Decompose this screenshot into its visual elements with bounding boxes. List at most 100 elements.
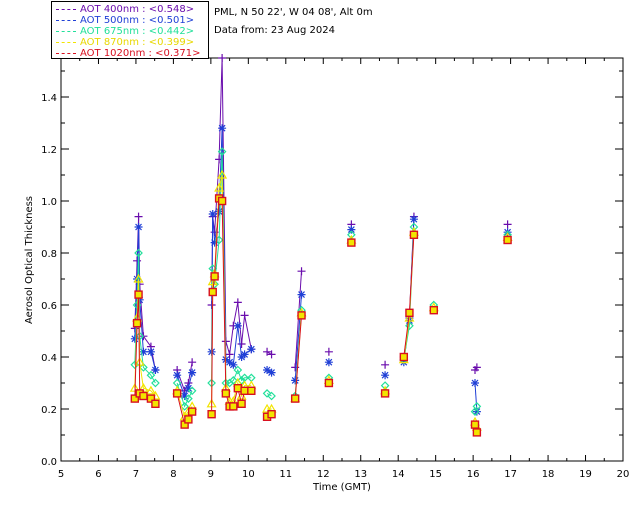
data-point-500: [130, 334, 139, 343]
legend-entry-400: AOT 400nm : <0.548>: [52, 4, 194, 15]
data-point-500: [471, 379, 480, 387]
data-point-675: [262, 389, 272, 398]
x-tick-label: 5: [58, 469, 64, 480]
legend-entry-870: AOT 870nm : <0.399>: [52, 37, 194, 48]
data-point-1020: [324, 378, 334, 388]
data-point-400: [503, 220, 512, 229]
data-point-870: [217, 169, 228, 179]
data-point-675: [187, 386, 197, 396]
series-line-500: [176, 372, 193, 398]
data-point-1020: [429, 306, 438, 315]
y-tick-label: 0.0: [41, 457, 57, 468]
data-point-675: [134, 248, 143, 258]
legend-entry-500: AOT 500nm : <0.501>: [52, 15, 194, 26]
data-point-500: [472, 407, 481, 416]
legend-label-870: AOT 870nm : <0.399>: [80, 37, 195, 48]
data-point-870: [133, 273, 144, 283]
data-point-500: [134, 223, 143, 231]
data-point-1020: [146, 394, 156, 403]
data-point-500: [180, 392, 189, 400]
legend-swatch-400: [56, 8, 76, 10]
x-tick-label: 8: [170, 469, 176, 480]
x-axis: 5 6 7 8 9 10 11 12 13 14 15 16 17 18 19 20: [58, 58, 629, 480]
x-tick-label: 18: [542, 469, 555, 480]
data-point-1020: [217, 196, 227, 206]
data-point-500: [233, 321, 242, 330]
data-point-675: [184, 394, 193, 403]
data-point-675: [139, 363, 148, 372]
y-tick-label: 1.2: [41, 145, 57, 156]
series-1020: [130, 194, 512, 437]
series-line-500: [294, 294, 302, 381]
legend-entry-675: AOT 675nm : <0.442>: [52, 26, 194, 37]
x-tick-label: 16: [467, 469, 480, 480]
data-point-400: [134, 212, 143, 221]
legend-label-1020: AOT 1020nm : <0.371>: [80, 48, 201, 59]
data-point-400: [188, 358, 197, 367]
data-point-675: [151, 378, 160, 388]
data-point-1020: [409, 230, 419, 240]
y-tick-label: 0.4: [41, 353, 57, 364]
legend-swatch-500: [56, 19, 76, 21]
data-point-675: [217, 147, 227, 156]
date-info: Data from: 23 Aug 2024: [214, 25, 335, 36]
legend-entry-1020: AOT 1020nm : <0.371>: [52, 48, 200, 59]
x-tick-label: 14: [392, 469, 405, 480]
data-point-1020: [240, 386, 249, 395]
series-layer: [129, 54, 513, 437]
data-point-675: [380, 381, 390, 390]
legend-swatch-1020: [56, 52, 76, 54]
data-point-1020: [290, 394, 300, 403]
data-point-675: [267, 391, 276, 401]
data-point-1020: [267, 410, 276, 419]
data-point-1020: [184, 415, 193, 424]
legend: AOT 400nm : <0.548> AOT 500nm : <0.501> …: [51, 1, 209, 59]
data-point-1020: [207, 410, 216, 419]
data-point-675: [233, 365, 243, 375]
data-point-1020: [380, 389, 390, 398]
legend-label-675: AOT 675nm : <0.442>: [80, 26, 195, 37]
data-point-675: [228, 376, 238, 385]
x-tick-label: 13: [354, 469, 367, 480]
data-point-870: [404, 312, 415, 322]
data-point-1020: [172, 389, 182, 398]
data-point-1020: [405, 308, 414, 317]
x-tick-label: 15: [429, 469, 442, 480]
data-point-1020: [470, 420, 480, 429]
data-point-1020: [503, 235, 512, 245]
data-point-1020: [130, 394, 140, 403]
data-point-400: [225, 350, 234, 359]
data-point-500: [146, 347, 155, 356]
data-point-400: [233, 298, 242, 307]
legend-label-500: AOT 500nm : <0.501>: [80, 15, 195, 26]
y-axis-title: Aerosol Optical Thickness: [24, 196, 35, 324]
data-point-1020: [297, 311, 306, 320]
data-point-400: [267, 350, 276, 359]
data-point-500: [247, 345, 256, 354]
data-point-500: [188, 368, 197, 377]
data-point-500: [225, 358, 234, 367]
data-point-500: [291, 376, 300, 385]
data-point-500: [208, 210, 217, 218]
data-point-675: [472, 402, 482, 411]
y-tick-label: 1.0: [41, 197, 57, 208]
data-point-1020: [347, 238, 356, 247]
data-point-400: [297, 267, 306, 276]
y-tick-label: 0.6: [41, 301, 57, 312]
y-tick-label: 0.8: [41, 249, 57, 260]
data-point-500: [297, 290, 306, 299]
data-point-870: [207, 276, 218, 286]
x-tick-label: 9: [208, 469, 214, 480]
x-axis-title: Time (GMT): [312, 482, 371, 493]
series-line-1020: [294, 315, 302, 399]
x-tick-label: 17: [504, 469, 517, 480]
data-point-675: [405, 321, 414, 331]
data-point-400: [263, 347, 272, 356]
data-point-500: [184, 384, 193, 393]
data-point-500: [173, 371, 182, 380]
data-point-1020: [187, 407, 197, 416]
data-point-500: [229, 360, 238, 369]
location-info: PML, N 50 22', W 04 08', Alt 0m: [214, 7, 373, 18]
data-point-675: [470, 407, 480, 416]
